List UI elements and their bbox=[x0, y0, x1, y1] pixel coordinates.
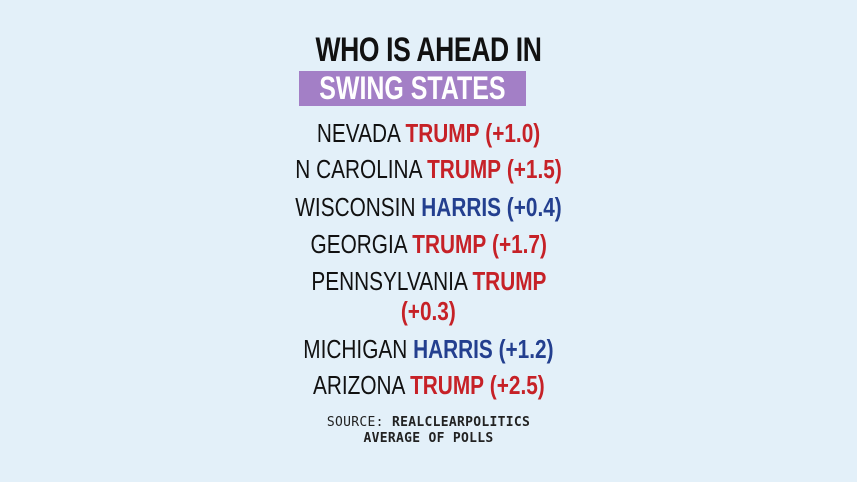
banner-text: SWING STATES bbox=[319, 70, 506, 106]
source-name: REALCLEARPOLITICS bbox=[391, 415, 531, 430]
state-row-georgia: GEORGIA TRUMP (+1.7) bbox=[0, 228, 857, 260]
state-margin: (+2.5) bbox=[489, 370, 545, 400]
state-margin: (+1.2) bbox=[498, 334, 554, 364]
state-row-nevada: NEVADA TRUMP (+1.0) bbox=[0, 117, 857, 149]
state-leader: HARRIS bbox=[413, 334, 493, 364]
headline-banner: SWING STATES bbox=[299, 71, 526, 106]
state-row-michigan: MICHIGAN HARRIS (+1.2) bbox=[0, 333, 857, 365]
state-leader: TRUMP bbox=[427, 154, 502, 184]
state-name: N CAROLINA bbox=[295, 154, 422, 184]
source-line-1: SOURCE: REALCLEARPOLITICS bbox=[0, 415, 857, 431]
state-name: ARIZONA bbox=[312, 370, 404, 400]
state-leader: TRUMP bbox=[409, 370, 484, 400]
state-row-wisconsin: WISCONSIN HARRIS (+0.4) bbox=[0, 191, 857, 223]
state-margin: (+0.4) bbox=[506, 192, 562, 222]
state-name: WISCONSIN bbox=[295, 192, 416, 222]
state-leader: TRUMP bbox=[405, 118, 480, 148]
state-row-pennsylvania: PENNSYLVANIA TRUMP bbox=[0, 265, 857, 297]
state-name: MICHIGAN bbox=[303, 334, 408, 364]
source-subtitle: AVERAGE OF POLLS bbox=[363, 431, 494, 446]
source-prefix: SOURCE: bbox=[326, 415, 384, 430]
state-row-n-carolina: N CAROLINA TRUMP (+1.5) bbox=[0, 153, 857, 185]
state-margin: (+1.7) bbox=[491, 229, 547, 259]
state-name: GEORGIA bbox=[310, 229, 407, 259]
state-margin: (+1.0) bbox=[485, 118, 541, 148]
state-name: PENNSYLVANIA bbox=[310, 266, 467, 296]
state-row-pennsylvania-margin: (+0.3) bbox=[0, 295, 857, 327]
state-leader: HARRIS bbox=[421, 192, 501, 222]
state-margin: (+0.3) bbox=[401, 296, 456, 326]
state-leader: TRUMP bbox=[412, 229, 486, 259]
headline-text: WHO IS AHEAD IN bbox=[315, 31, 542, 69]
headline: WHO IS AHEAD IN bbox=[94, 30, 762, 70]
state-margin: (+1.5) bbox=[506, 154, 562, 184]
state-name: NEVADA bbox=[316, 118, 400, 148]
source-line-2: AVERAGE OF POLLS bbox=[0, 431, 857, 447]
state-leader: TRUMP bbox=[472, 266, 547, 296]
state-row-arizona: ARIZONA TRUMP (+2.5) bbox=[0, 369, 857, 401]
